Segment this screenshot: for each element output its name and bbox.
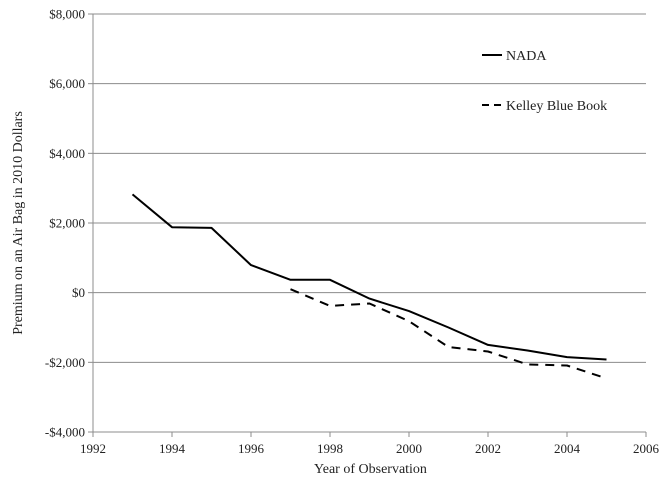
tick-labels: -$4,000 -$2,000 $0 $2,000 $4,000 $6,000 $8,000… — [45, 7, 660, 457]
gridlines — [93, 13, 646, 363]
y-tick-label: -$4,000 — [45, 425, 85, 440]
y-tick-label: $4,000 — [49, 146, 85, 161]
axes — [88, 13, 647, 437]
y-tick-label: $2,000 — [49, 216, 85, 231]
x-tick-label: 1996 — [238, 441, 265, 456]
x-axis-title: Year of Observation — [314, 462, 427, 477]
x-tick-label: 2000 — [396, 441, 422, 456]
y-tick-label: $0 — [72, 285, 85, 300]
y-tick-label: $6,000 — [49, 76, 85, 91]
series-line-nada — [131, 193, 607, 361]
y-tick-label: -$2,000 — [45, 355, 85, 370]
legend: NADA Kelley Blue Book — [482, 49, 607, 114]
x-tick-label: 1998 — [317, 441, 343, 456]
legend-label: Kelley Blue Book — [506, 99, 607, 114]
series-line-kelley-blue-book — [290, 288, 607, 380]
y-tick-label: $8,000 — [49, 7, 85, 22]
x-tick-label: 2006 — [633, 441, 660, 456]
x-tick-label: 1994 — [159, 441, 186, 456]
x-tick-label: 2002 — [475, 441, 501, 456]
legend-label: NADA — [506, 49, 547, 64]
series-lines — [131, 193, 607, 380]
x-tick-label: 2004 — [554, 441, 581, 456]
x-tick-label: 1992 — [80, 441, 106, 456]
y-axis-title: Premium on an Air Bag in 2010 Dollars — [11, 111, 26, 335]
